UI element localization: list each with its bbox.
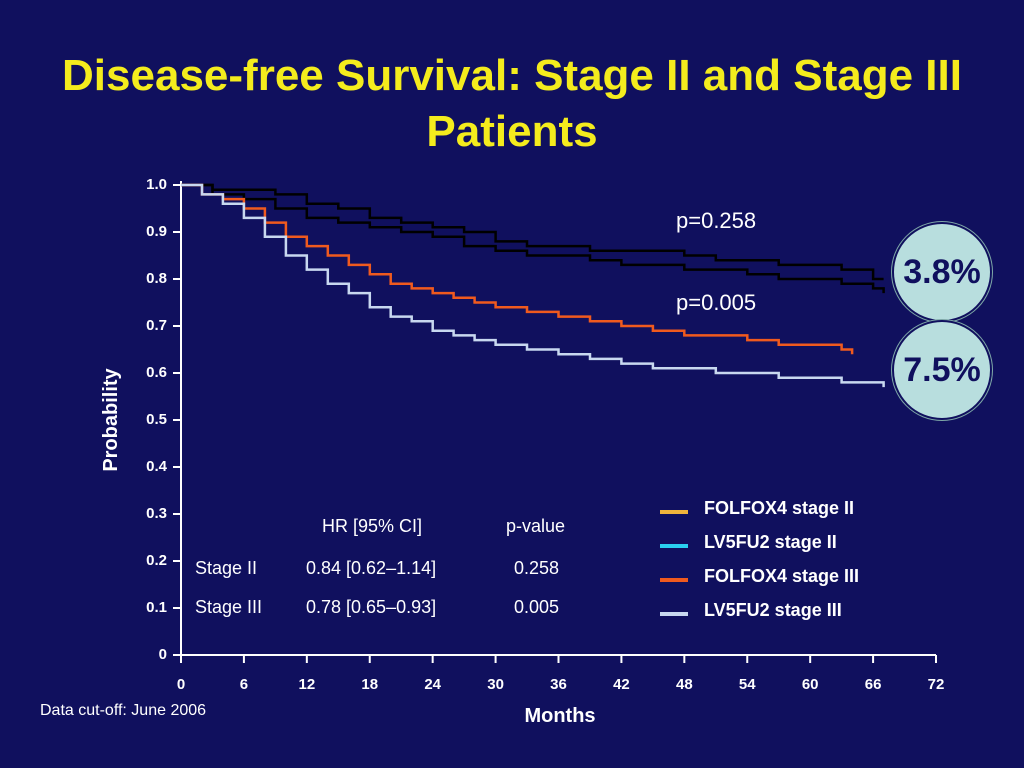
x-axis-label: Months <box>524 705 596 727</box>
survival-curves <box>181 183 885 388</box>
y-axis-label: Probability <box>100 368 122 472</box>
x-tick-label: 54 <box>739 676 756 693</box>
hr-row-value: 0.78 [0.65–0.93] <box>306 597 437 617</box>
hr-row-value: 0.84 [0.62–1.14] <box>306 558 437 578</box>
x-tick-label: 48 <box>676 676 693 693</box>
y-tick-label: 1.0 <box>146 176 167 193</box>
x-tick-label: 72 <box>928 676 945 693</box>
y-tick-label: 0.9 <box>146 223 167 240</box>
x-tick-label: 36 <box>550 676 567 693</box>
x-tick-label: 60 <box>802 676 819 693</box>
y-tick-label: 0.7 <box>146 317 167 334</box>
hr-header: HR [95% CI] <box>322 516 423 536</box>
legend-label: FOLFOX4 stage III <box>704 566 860 586</box>
legend-label: LV5FU2 stage II <box>704 532 837 552</box>
survival-line-lv5fu2-stage-iii <box>181 183 885 388</box>
y-tick-label: 0.1 <box>146 599 167 616</box>
x-tick-label: 12 <box>298 676 315 693</box>
hr-row-pvalue: 0.258 <box>514 558 560 578</box>
legend-swatch <box>660 544 688 548</box>
x-tick-label: 66 <box>865 676 882 693</box>
hr-row-label: Stage III <box>195 597 263 617</box>
difference-badge-stage-3: 7.5% <box>892 320 992 420</box>
survival-line-folfox4-stage-ii <box>181 183 884 281</box>
chart-axes: 0 0.1 0.2 0.3 0.4 0.5 0.6 0.7 0.8 0.9 1.0 0 6 12 18 24 3… <box>146 176 944 693</box>
survival-line-lv5fu2-stage-ii <box>181 183 885 294</box>
x-tick-label: 6 <box>240 676 248 693</box>
p-value-stage-3: p=0.005 <box>676 290 757 315</box>
hr-row-label: Stage II <box>195 558 258 578</box>
legend-swatch <box>660 578 688 582</box>
y-tick-label: 0.2 <box>146 552 167 569</box>
legend-swatch <box>660 510 688 514</box>
y-tick-label: 0.4 <box>146 458 168 475</box>
y-tick-label: 0 <box>159 646 167 663</box>
legend-swatch <box>660 612 688 616</box>
slide-title: Disease-free Survival: Stage II and Stag… <box>62 51 962 156</box>
survival-line-folfox4-stage-iii <box>181 183 854 355</box>
data-cutoff-note: Data cut-off: June 2006 <box>40 702 207 719</box>
x-tick-label: 24 <box>424 676 441 693</box>
y-tick-label: 0.6 <box>146 364 167 381</box>
difference-badge-stage-2: 3.8% <box>892 222 992 322</box>
x-tick-label: 30 <box>487 676 504 693</box>
x-tick-label: 0 <box>177 676 185 693</box>
y-tick-label: 0.8 <box>146 270 167 287</box>
x-tick-label: 42 <box>613 676 630 693</box>
legend-label: FOLFOX4 stage II <box>704 498 855 518</box>
p-value-header: p-value <box>506 516 566 536</box>
hr-row-pvalue: 0.005 <box>514 597 560 617</box>
legend-label: LV5FU2 stage III <box>704 600 842 620</box>
p-value-stage-2: p=0.258 <box>676 208 757 233</box>
y-tick-label: 0.3 <box>146 505 167 522</box>
y-tick-label: 0.5 <box>146 411 167 428</box>
x-tick-label: 18 <box>361 676 378 693</box>
